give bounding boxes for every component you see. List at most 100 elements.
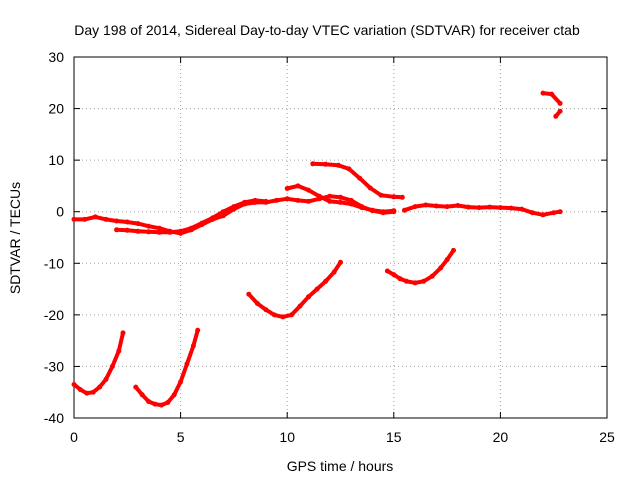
data-point: [421, 278, 427, 284]
data-point: [378, 192, 384, 198]
data-point: [171, 392, 177, 398]
data-point: [284, 196, 290, 202]
data-point: [210, 215, 216, 221]
data-point: [402, 207, 407, 213]
data-point: [370, 207, 375, 213]
data-point: [310, 161, 316, 167]
data-point: [188, 225, 194, 231]
x-axis-label: GPS time / hours: [287, 458, 394, 474]
data-point: [423, 202, 429, 208]
series-dip-0-2: [72, 330, 125, 396]
data-point: [433, 203, 439, 209]
data-point: [444, 257, 450, 263]
data-point: [557, 209, 563, 215]
data-point: [391, 272, 397, 278]
data-point: [116, 348, 122, 354]
data-point: [92, 214, 98, 220]
data-point: [146, 399, 152, 404]
data-point: [124, 219, 130, 225]
data-point: [297, 303, 303, 309]
data-point: [139, 392, 145, 398]
series-dip-15-18: [385, 248, 456, 285]
data-point: [316, 193, 322, 199]
data-point: [551, 210, 557, 216]
data-point: [220, 209, 226, 215]
x-tick-label: 10: [279, 429, 295, 445]
data-point: [158, 402, 164, 408]
data-point: [190, 343, 196, 349]
data-point: [146, 229, 152, 235]
data-point: [252, 197, 258, 203]
data-point: [327, 198, 333, 204]
data-point: [82, 216, 88, 222]
data-point: [306, 198, 311, 204]
data-point: [146, 223, 152, 229]
data-point: [306, 187, 311, 193]
data-point: [497, 205, 503, 211]
data-point: [391, 208, 397, 214]
data-point: [178, 228, 184, 234]
data-point: [135, 221, 141, 227]
data-point: [77, 387, 83, 393]
data-point: [103, 376, 109, 382]
data-point: [156, 229, 162, 235]
data-point: [404, 278, 410, 284]
data-point: [346, 166, 352, 172]
data-point: [135, 228, 141, 234]
data-point: [231, 204, 237, 210]
data-point: [120, 330, 126, 336]
data-point: [97, 384, 103, 390]
data-point: [348, 197, 354, 203]
data-point: [399, 194, 405, 200]
x-tick-label: 25: [599, 429, 615, 445]
y-axis-label: SDTVAR / TECUs: [7, 182, 23, 294]
data-point: [178, 379, 184, 385]
data-point: [199, 220, 205, 226]
data-point: [306, 294, 311, 300]
data-point: [254, 301, 260, 306]
data-series: [71, 90, 563, 408]
data-point: [487, 204, 493, 210]
series-dip-8-13: [246, 260, 343, 319]
data-point: [314, 286, 320, 292]
data-point: [71, 216, 77, 222]
grid: [74, 57, 607, 418]
data-point: [114, 227, 120, 233]
data-point: [397, 276, 403, 282]
data-point: [152, 401, 158, 407]
y-tick-label: 20: [48, 101, 64, 117]
data-point: [295, 183, 301, 189]
data-point: [84, 390, 90, 396]
data-point: [359, 205, 365, 211]
data-point: [327, 193, 333, 199]
y-tick-label: -20: [44, 307, 64, 323]
data-point: [165, 400, 171, 405]
data-point: [263, 198, 269, 204]
y-tick-label: -10: [44, 255, 64, 271]
chart-title: Day 198 of 2014, Sidereal Day-to-day VTE…: [74, 22, 580, 38]
data-point: [195, 327, 201, 333]
data-point: [263, 307, 269, 313]
y-tick-label: 0: [56, 204, 64, 220]
x-tick-label: 0: [70, 429, 78, 445]
data-point: [557, 108, 563, 114]
data-point: [357, 175, 363, 181]
data-point: [429, 273, 435, 279]
data-point: [109, 363, 115, 369]
data-point: [71, 382, 77, 387]
y-tick-label: 30: [48, 49, 64, 65]
data-point: [465, 204, 471, 210]
data-point: [289, 312, 294, 318]
data-point: [90, 389, 96, 395]
data-point: [540, 90, 546, 96]
data-point: [540, 212, 546, 218]
data-point: [335, 162, 341, 168]
data-point: [103, 216, 109, 222]
data-point: [284, 186, 290, 191]
y-tick-label: -30: [44, 358, 64, 374]
data-point: [274, 197, 279, 203]
data-point: [476, 205, 482, 211]
data-point: [367, 185, 373, 191]
y-tick-label: -40: [44, 410, 64, 426]
